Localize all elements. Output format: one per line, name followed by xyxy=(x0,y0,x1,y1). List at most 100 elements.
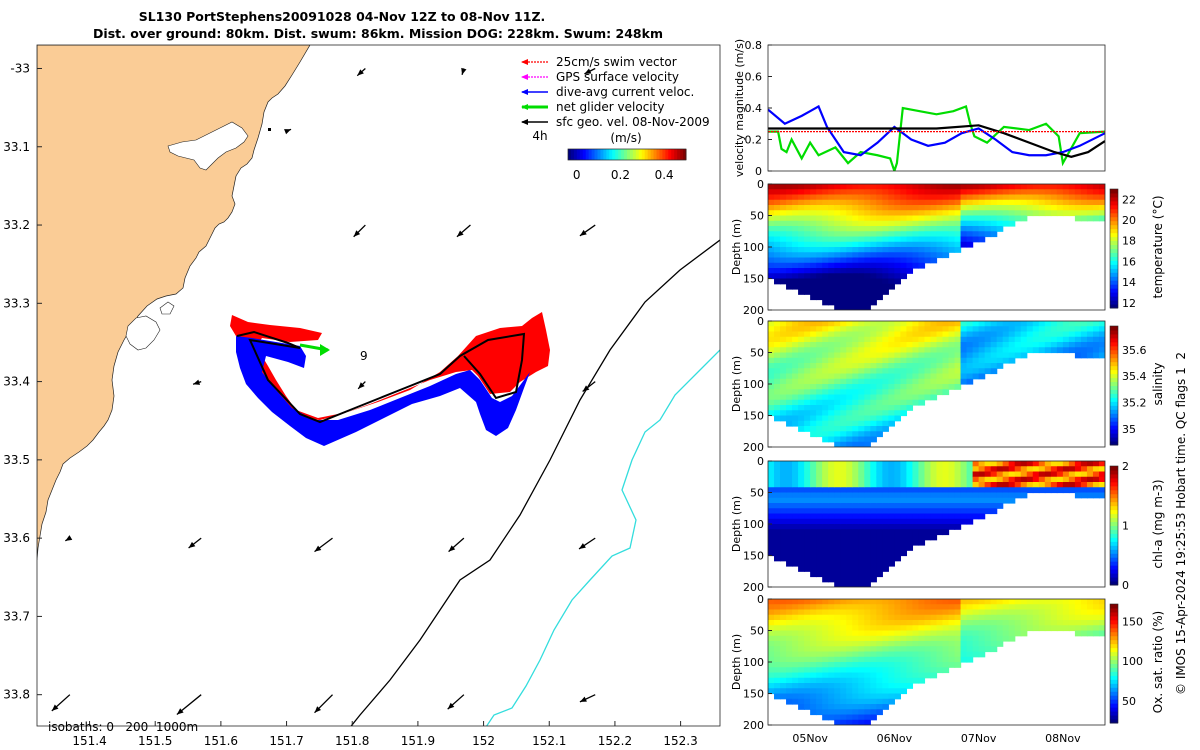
section-cell xyxy=(876,672,883,679)
section-cell xyxy=(816,599,823,605)
section-cell xyxy=(846,550,853,557)
section-cell xyxy=(972,630,980,637)
section-cell xyxy=(870,405,877,411)
section-cell xyxy=(834,539,841,546)
section-cell xyxy=(984,336,992,343)
section-cell xyxy=(924,471,932,478)
section-cell xyxy=(786,555,793,562)
section-cell xyxy=(864,609,871,616)
section-cell xyxy=(804,199,811,206)
section-cell xyxy=(828,599,835,605)
section-cell xyxy=(1068,609,1076,616)
section-cell xyxy=(1092,461,1100,467)
section-cell xyxy=(822,698,829,705)
section-cell xyxy=(924,620,932,626)
section-cell xyxy=(798,513,805,520)
section-cell xyxy=(852,420,859,427)
section-cell xyxy=(1086,482,1094,488)
section-cell xyxy=(834,431,841,438)
section-cell xyxy=(1014,352,1022,359)
section-cell xyxy=(774,247,781,253)
section-cell xyxy=(834,184,841,190)
section-cell xyxy=(906,189,914,196)
section-cell xyxy=(954,336,962,343)
section-cell xyxy=(870,609,877,616)
section-cell xyxy=(876,294,883,301)
section-cell xyxy=(786,487,793,494)
section-cell xyxy=(912,503,920,509)
section-cell xyxy=(822,534,829,541)
section-cell xyxy=(1002,321,1010,327)
section-cell xyxy=(1002,352,1010,359)
section-cell xyxy=(852,614,859,621)
section-cell xyxy=(822,426,829,432)
section-cell xyxy=(888,342,895,348)
section-cell xyxy=(996,604,1004,611)
section-cell xyxy=(774,415,781,422)
section-cell xyxy=(900,614,908,621)
section-cell xyxy=(810,651,817,658)
section-cell xyxy=(990,503,998,509)
section-cell xyxy=(936,321,944,327)
section-cell xyxy=(1008,466,1016,473)
section-cell xyxy=(924,646,932,653)
section-cell xyxy=(834,205,841,211)
section-cell xyxy=(990,599,998,605)
section-cell xyxy=(792,545,799,551)
section-cell xyxy=(1068,210,1076,217)
section-cell xyxy=(768,241,775,248)
section-cell xyxy=(948,476,956,483)
section-colorbar-cell xyxy=(1110,607,1118,613)
section-cell xyxy=(870,492,877,499)
section-cell xyxy=(828,336,835,343)
section-cell xyxy=(786,399,793,406)
section-cell xyxy=(888,268,895,274)
section-cell xyxy=(924,378,932,385)
section-cell xyxy=(828,482,835,488)
section-cell xyxy=(954,247,962,253)
section-cell xyxy=(798,641,805,647)
section-cell xyxy=(834,321,841,327)
section-cell xyxy=(768,487,775,494)
section-cell xyxy=(834,273,841,280)
section-cell xyxy=(966,342,974,348)
section-cell xyxy=(804,667,811,674)
colorbar-cell xyxy=(624,149,628,160)
section-cell xyxy=(906,641,914,647)
section-cell xyxy=(1014,492,1022,499)
section-cell xyxy=(834,436,841,443)
section-cell xyxy=(882,482,889,488)
section-cell xyxy=(786,529,793,536)
section-cell xyxy=(792,194,799,201)
section-cell xyxy=(990,630,998,637)
section-cell xyxy=(1044,604,1052,611)
section-cell xyxy=(978,373,986,380)
section-cell xyxy=(846,415,853,422)
section-cell xyxy=(966,189,974,196)
section-cell xyxy=(1032,199,1040,206)
section-cell xyxy=(948,609,956,616)
section-cell xyxy=(900,620,908,626)
section-cell xyxy=(786,698,793,705)
section-cell xyxy=(780,497,787,504)
section-cell xyxy=(846,215,853,222)
section-cell xyxy=(966,210,974,217)
section-cell xyxy=(864,709,871,716)
section-colorbar-cell xyxy=(1110,341,1118,347)
section-cell xyxy=(1038,347,1046,354)
section-cell xyxy=(1062,199,1070,206)
section-cell xyxy=(822,576,829,583)
section-cell xyxy=(996,599,1004,605)
section-y-tick-label: 0 xyxy=(757,315,764,328)
section-cell xyxy=(1056,461,1064,467)
section-cell xyxy=(810,389,817,396)
section-cell xyxy=(852,693,859,700)
section-cell xyxy=(1032,347,1040,354)
section-cell xyxy=(972,347,980,354)
geo-vectors xyxy=(51,67,596,715)
section-cell xyxy=(798,662,805,668)
section-cell xyxy=(774,461,781,467)
section-cell xyxy=(966,194,974,201)
section-colorbar-cell xyxy=(1110,212,1118,218)
section-cell xyxy=(882,677,889,684)
